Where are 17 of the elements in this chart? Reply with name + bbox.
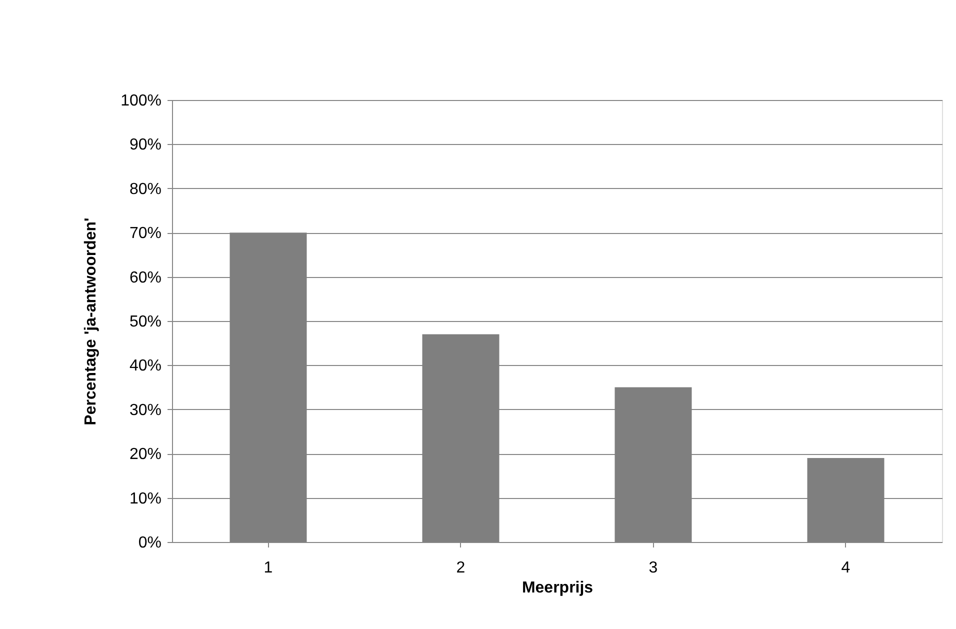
y-tick-label: 80%	[129, 180, 162, 198]
y-tick-label: 70%	[129, 225, 162, 242]
x-tick-label: 4	[841, 560, 850, 576]
y-tick-label: 100%	[120, 92, 162, 110]
y-tick-label: 20%	[129, 446, 162, 464]
y-tick-label: 90%	[129, 136, 162, 154]
x-tick-label: 3	[648, 560, 658, 576]
y-tick-label: 60%	[129, 269, 162, 286]
x-tick-label: 1	[264, 560, 273, 576]
y-tick-label: 10%	[129, 490, 162, 508]
y-axis-title: Percentage 'ja-antwoorden'	[82, 218, 100, 426]
x-tick-label: 2	[456, 560, 466, 576]
y-tick-label: 0%	[138, 534, 162, 552]
y-tick-label: 30%	[129, 402, 162, 419]
y-tick-label: 40%	[129, 358, 162, 375]
x-axis-title: Meerprijs	[522, 580, 594, 596]
y-tick-label: 50%	[129, 314, 162, 330]
